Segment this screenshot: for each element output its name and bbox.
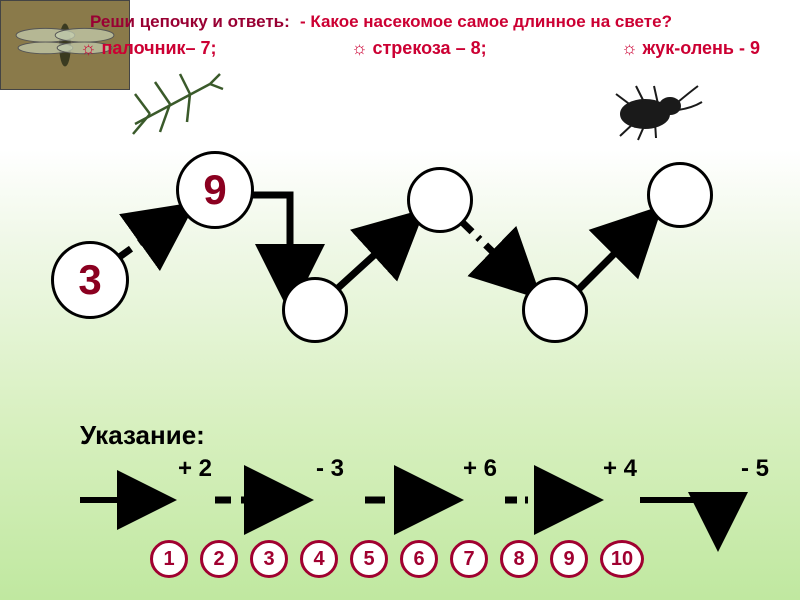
legend-op-label: - 3 <box>285 455 375 483</box>
legend-item-5: - 5 <box>710 455 800 485</box>
number-circle-8: 8 <box>500 540 538 578</box>
legend-item-2: - 3 <box>285 455 375 485</box>
number-circle-10: 10 <box>600 540 644 578</box>
legend-op-label: + 6 <box>435 455 525 483</box>
number-circle-2: 2 <box>200 540 238 578</box>
legend-op-label: + 4 <box>575 455 665 483</box>
number-circle-4: 4 <box>300 540 338 578</box>
legend-item-1: + 2 <box>150 455 240 485</box>
legend-op-label: + 2 <box>150 455 240 483</box>
worksheet: Реши цепочку и ответь: - Какое насекомое… <box>0 0 800 600</box>
number-row: 123456789 10 <box>150 540 644 578</box>
legend-item-3: + 6 <box>435 455 525 485</box>
number-circle-6: 6 <box>400 540 438 578</box>
legend-item-4: + 4 <box>575 455 665 485</box>
number-circle-3: 3 <box>250 540 288 578</box>
legend: + 2- 3+ 6+ 4- 5 <box>70 455 770 515</box>
number-circle-5: 5 <box>350 540 388 578</box>
number-circle-1: 1 <box>150 540 188 578</box>
number-circle-7: 7 <box>450 540 488 578</box>
number-circle-9: 9 <box>550 540 588 578</box>
legend-op-label: - 5 <box>710 455 800 483</box>
